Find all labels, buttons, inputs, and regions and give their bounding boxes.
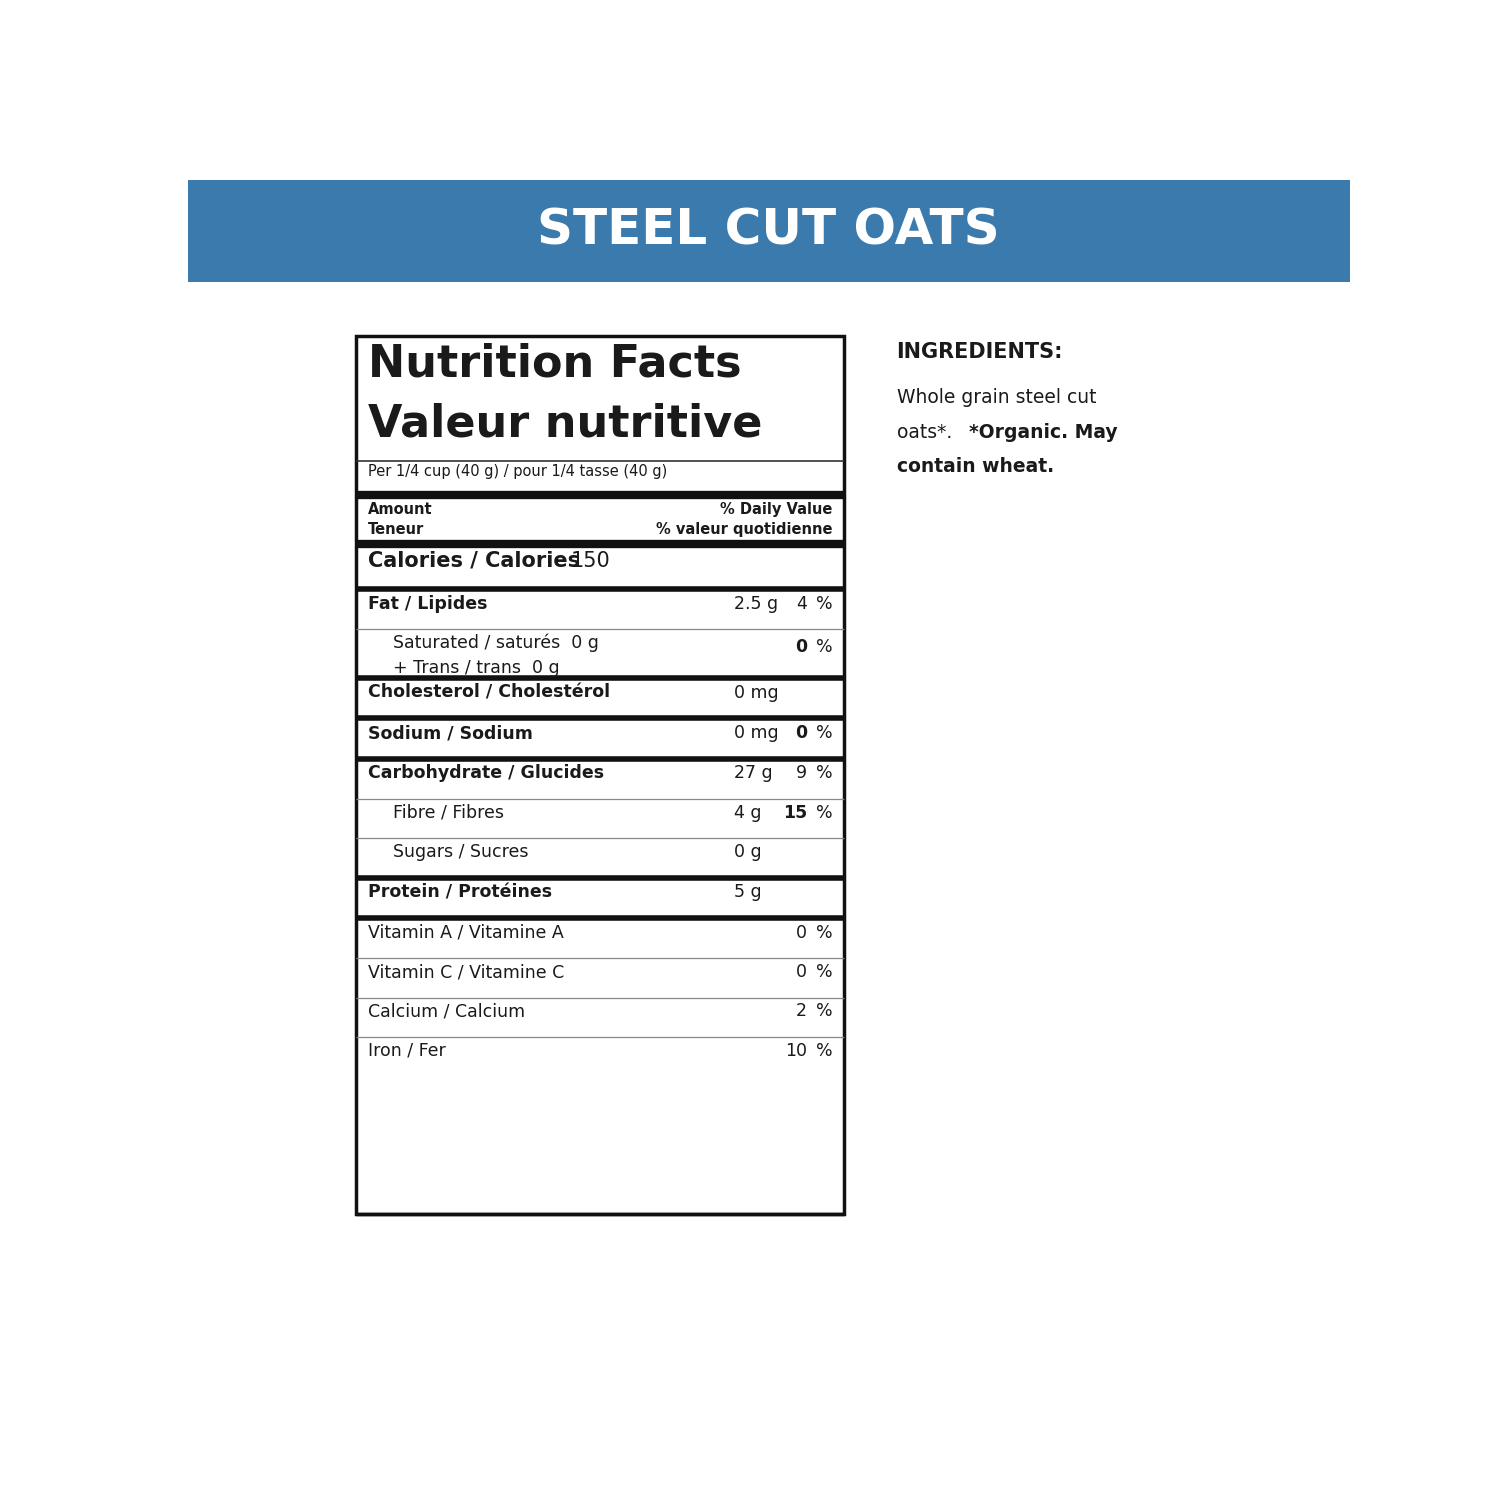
Text: 5 g: 5 g [734,884,762,902]
Text: Carbohydrate / Glucides: Carbohydrate / Glucides [368,765,604,783]
Text: Whole grain steel cut: Whole grain steel cut [897,388,1096,406]
Text: 4: 4 [796,594,807,612]
Text: %: % [816,924,833,942]
Text: %: % [816,638,833,656]
Text: 0 mg: 0 mg [734,724,778,742]
Text: Sodium / Sodium: Sodium / Sodium [368,724,532,742]
Text: Valeur nutritive: Valeur nutritive [368,404,762,445]
Text: 0 mg: 0 mg [734,684,778,702]
Text: Iron / Fer: Iron / Fer [368,1041,446,1059]
Text: Teneur: Teneur [368,522,424,537]
Text: % valeur quotidienne: % valeur quotidienne [656,522,833,537]
Text: 4 g: 4 g [734,804,762,822]
Text: INGREDIENTS:: INGREDIENTS: [897,342,1064,362]
Text: %: % [816,765,833,783]
Text: 10: 10 [784,1041,807,1059]
Text: 15: 15 [783,804,807,822]
Text: %: % [816,1041,833,1059]
Text: %: % [816,1002,833,1020]
Text: 150: 150 [572,550,610,572]
Text: Fibre / Fibres: Fibre / Fibres [393,804,504,822]
Text: Per 1/4 cup (40 g) / pour 1/4 tasse (40 g): Per 1/4 cup (40 g) / pour 1/4 tasse (40 … [368,464,668,478]
Text: Nutrition Facts: Nutrition Facts [368,344,741,386]
Text: oats*.: oats*. [897,423,958,441]
Text: 0: 0 [796,924,807,942]
Text: STEEL CUT OATS: STEEL CUT OATS [537,207,1000,255]
Text: %: % [816,724,833,742]
Text: 0: 0 [795,724,807,742]
Bar [188,180,1350,282]
Text: Vitamin A / Vitamine A: Vitamin A / Vitamine A [368,924,564,942]
Text: Saturated / saturés  0 g: Saturated / saturés 0 g [393,634,598,652]
Text: 0 g: 0 g [734,843,762,861]
Text: Protein / Protéines: Protein / Protéines [368,884,552,902]
Text: Amount: Amount [368,503,432,518]
Text: %: % [816,594,833,612]
Text: 2: 2 [796,1002,807,1020]
Text: Calories / Calories: Calories / Calories [368,550,580,572]
Text: % Daily Value: % Daily Value [720,503,833,518]
Text: + Trans / trans  0 g: + Trans / trans 0 g [393,660,560,678]
Text: 0: 0 [796,963,807,981]
Text: Calcium / Calcium: Calcium / Calcium [368,1002,525,1020]
Text: 2.5 g: 2.5 g [734,594,778,612]
Bar [356,336,844,1214]
Text: 0: 0 [795,638,807,656]
Text: Cholesterol / Cholestérol: Cholesterol / Cholestérol [368,684,610,702]
Text: %: % [816,804,833,822]
Text: 27 g: 27 g [734,765,772,783]
Text: Vitamin C / Vitamine C: Vitamin C / Vitamine C [368,963,564,981]
Text: Sugars / Sucres: Sugars / Sucres [393,843,530,861]
Text: contain wheat.: contain wheat. [897,458,1053,476]
Text: *Organic. May: *Organic. May [969,423,1118,441]
Text: 9: 9 [796,765,807,783]
Text: Fat / Lipides: Fat / Lipides [368,594,488,612]
Text: %: % [816,963,833,981]
